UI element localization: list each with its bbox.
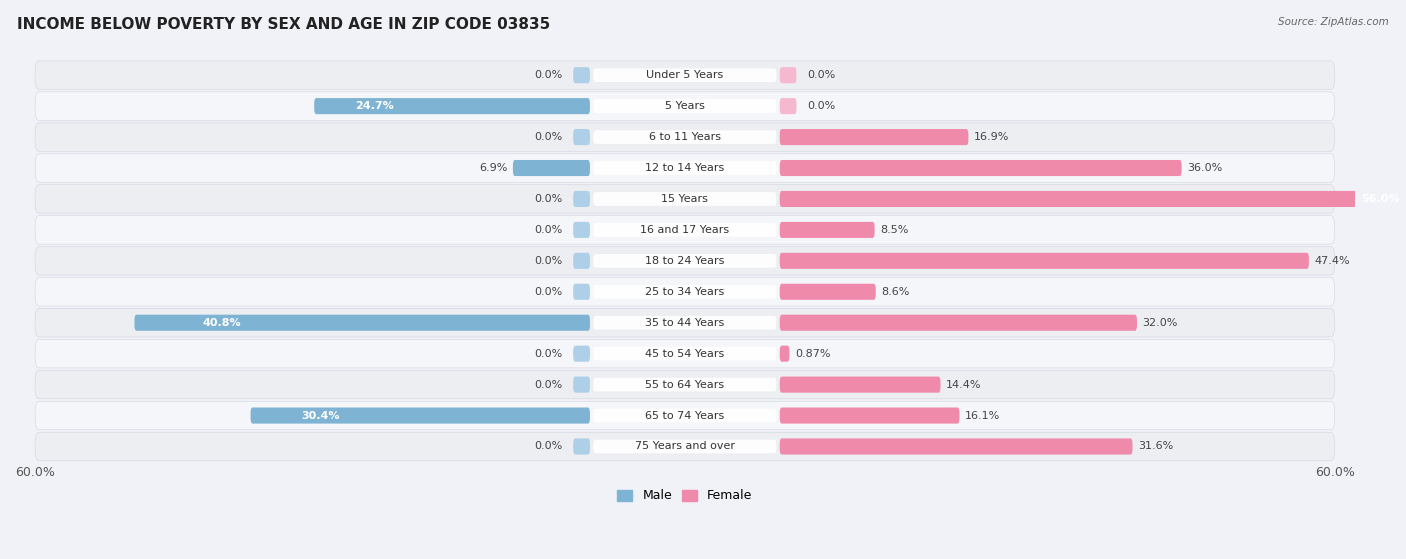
Text: 6 to 11 Years: 6 to 11 Years bbox=[648, 132, 721, 142]
Text: 24.7%: 24.7% bbox=[356, 101, 394, 111]
FancyBboxPatch shape bbox=[574, 438, 591, 454]
FancyBboxPatch shape bbox=[574, 284, 591, 300]
Text: 8.6%: 8.6% bbox=[882, 287, 910, 297]
Text: 0.0%: 0.0% bbox=[807, 70, 837, 80]
FancyBboxPatch shape bbox=[513, 160, 591, 176]
Text: 0.87%: 0.87% bbox=[794, 349, 831, 359]
Text: 6.9%: 6.9% bbox=[479, 163, 508, 173]
FancyBboxPatch shape bbox=[593, 68, 776, 82]
Text: 5 Years: 5 Years bbox=[665, 101, 704, 111]
FancyBboxPatch shape bbox=[593, 285, 776, 299]
Text: 0.0%: 0.0% bbox=[534, 225, 562, 235]
Text: 12 to 14 Years: 12 to 14 Years bbox=[645, 163, 724, 173]
Legend: Male, Female: Male, Female bbox=[612, 485, 758, 508]
Text: 56.0%: 56.0% bbox=[1361, 194, 1399, 204]
FancyBboxPatch shape bbox=[593, 192, 776, 206]
Text: 25 to 34 Years: 25 to 34 Years bbox=[645, 287, 724, 297]
Text: 0.0%: 0.0% bbox=[534, 349, 562, 359]
Text: 36.0%: 36.0% bbox=[1187, 163, 1222, 173]
Text: 16.1%: 16.1% bbox=[965, 410, 1000, 420]
Text: Under 5 Years: Under 5 Years bbox=[647, 70, 724, 80]
Text: 60.0%: 60.0% bbox=[1315, 466, 1354, 479]
FancyBboxPatch shape bbox=[780, 408, 959, 424]
FancyBboxPatch shape bbox=[35, 309, 1334, 337]
Text: 0.0%: 0.0% bbox=[807, 101, 837, 111]
FancyBboxPatch shape bbox=[780, 160, 1181, 176]
Text: 16 and 17 Years: 16 and 17 Years bbox=[640, 225, 730, 235]
Text: 0.0%: 0.0% bbox=[534, 380, 562, 390]
FancyBboxPatch shape bbox=[780, 377, 941, 392]
FancyBboxPatch shape bbox=[574, 129, 591, 145]
Text: Source: ZipAtlas.com: Source: ZipAtlas.com bbox=[1278, 17, 1389, 27]
FancyBboxPatch shape bbox=[35, 216, 1334, 244]
Text: 15 Years: 15 Years bbox=[661, 194, 709, 204]
FancyBboxPatch shape bbox=[35, 371, 1334, 399]
Text: 0.0%: 0.0% bbox=[534, 132, 562, 142]
FancyBboxPatch shape bbox=[593, 378, 776, 391]
FancyBboxPatch shape bbox=[35, 92, 1334, 120]
FancyBboxPatch shape bbox=[574, 377, 591, 392]
Text: 47.4%: 47.4% bbox=[1315, 256, 1350, 266]
Text: 65 to 74 Years: 65 to 74 Years bbox=[645, 410, 724, 420]
Text: 16.9%: 16.9% bbox=[974, 132, 1010, 142]
Text: 55 to 64 Years: 55 to 64 Years bbox=[645, 380, 724, 390]
Text: 0.0%: 0.0% bbox=[534, 442, 562, 452]
FancyBboxPatch shape bbox=[35, 123, 1334, 151]
Text: 45 to 54 Years: 45 to 54 Years bbox=[645, 349, 724, 359]
Text: INCOME BELOW POVERTY BY SEX AND AGE IN ZIP CODE 03835: INCOME BELOW POVERTY BY SEX AND AGE IN Z… bbox=[17, 17, 550, 32]
Text: 18 to 24 Years: 18 to 24 Years bbox=[645, 256, 724, 266]
Text: 35 to 44 Years: 35 to 44 Years bbox=[645, 318, 724, 328]
FancyBboxPatch shape bbox=[593, 161, 776, 175]
FancyBboxPatch shape bbox=[314, 98, 591, 114]
FancyBboxPatch shape bbox=[780, 438, 1132, 454]
FancyBboxPatch shape bbox=[574, 67, 591, 83]
Text: 75 Years and over: 75 Years and over bbox=[636, 442, 735, 452]
Text: 40.8%: 40.8% bbox=[202, 318, 242, 328]
Text: 30.4%: 30.4% bbox=[301, 410, 340, 420]
Text: 14.4%: 14.4% bbox=[946, 380, 981, 390]
Text: 0.0%: 0.0% bbox=[534, 70, 562, 80]
FancyBboxPatch shape bbox=[593, 440, 776, 453]
FancyBboxPatch shape bbox=[35, 339, 1334, 368]
FancyBboxPatch shape bbox=[780, 191, 1405, 207]
FancyBboxPatch shape bbox=[593, 347, 776, 361]
FancyBboxPatch shape bbox=[780, 67, 796, 83]
FancyBboxPatch shape bbox=[780, 253, 1309, 269]
FancyBboxPatch shape bbox=[593, 130, 776, 144]
FancyBboxPatch shape bbox=[35, 184, 1334, 213]
FancyBboxPatch shape bbox=[574, 191, 591, 207]
FancyBboxPatch shape bbox=[780, 315, 1137, 331]
Text: 60.0%: 60.0% bbox=[15, 466, 55, 479]
Text: 0.0%: 0.0% bbox=[534, 194, 562, 204]
FancyBboxPatch shape bbox=[35, 247, 1334, 275]
FancyBboxPatch shape bbox=[593, 409, 776, 423]
FancyBboxPatch shape bbox=[574, 253, 591, 269]
FancyBboxPatch shape bbox=[780, 345, 789, 362]
FancyBboxPatch shape bbox=[35, 154, 1334, 182]
FancyBboxPatch shape bbox=[35, 61, 1334, 89]
FancyBboxPatch shape bbox=[780, 129, 969, 145]
FancyBboxPatch shape bbox=[780, 98, 796, 114]
FancyBboxPatch shape bbox=[35, 432, 1334, 461]
FancyBboxPatch shape bbox=[35, 401, 1334, 430]
Text: 32.0%: 32.0% bbox=[1143, 318, 1178, 328]
FancyBboxPatch shape bbox=[35, 278, 1334, 306]
FancyBboxPatch shape bbox=[250, 408, 591, 424]
FancyBboxPatch shape bbox=[593, 100, 776, 113]
FancyBboxPatch shape bbox=[780, 222, 875, 238]
Text: 31.6%: 31.6% bbox=[1137, 442, 1174, 452]
FancyBboxPatch shape bbox=[574, 345, 591, 362]
FancyBboxPatch shape bbox=[780, 284, 876, 300]
Text: 8.5%: 8.5% bbox=[880, 225, 908, 235]
Text: 0.0%: 0.0% bbox=[534, 256, 562, 266]
FancyBboxPatch shape bbox=[574, 222, 591, 238]
FancyBboxPatch shape bbox=[135, 315, 591, 331]
FancyBboxPatch shape bbox=[593, 254, 776, 268]
FancyBboxPatch shape bbox=[593, 316, 776, 330]
Text: 0.0%: 0.0% bbox=[534, 287, 562, 297]
FancyBboxPatch shape bbox=[593, 223, 776, 236]
